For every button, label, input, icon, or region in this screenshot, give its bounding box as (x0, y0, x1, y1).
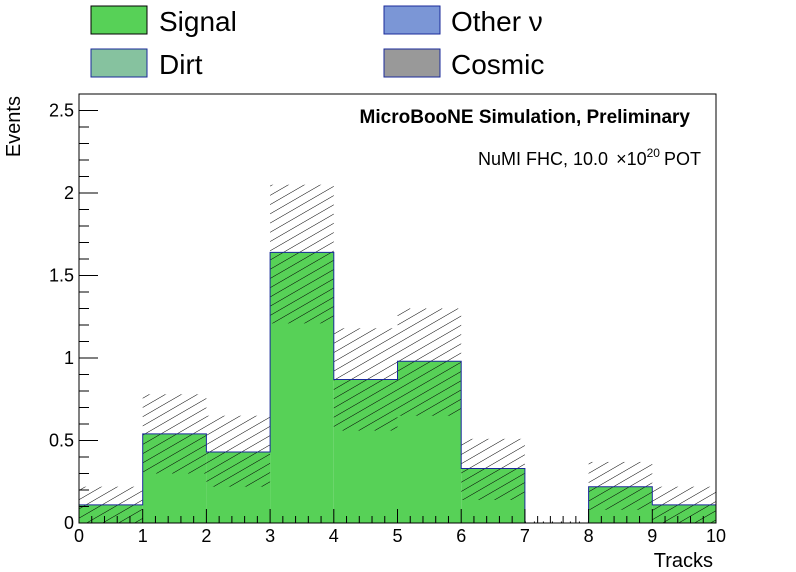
x-tick-label-9: 9 (647, 526, 657, 546)
uncertainty-band-bin-6 (461, 438, 525, 500)
x-tick-label-4: 4 (329, 526, 339, 546)
y-axis-title: Events (3, 96, 25, 157)
legend-label-cosmic: Cosmic (451, 49, 544, 80)
x-tick-labels: 0 1 2 3 4 5 6 7 8 9 10 (74, 526, 726, 546)
simulation-label: MicroBooNE Simulation, Preliminary (360, 107, 691, 128)
y-tick-label-5: 2.5 (49, 101, 74, 121)
x-tick-label-5: 5 (392, 526, 402, 546)
legend-label-dirt: Dirt (159, 49, 203, 80)
y-tick-label-1: 0.5 (49, 431, 74, 451)
exposure-exponent: 20 (647, 146, 661, 160)
exposure-label: NuMI FHC, 10.0 ×1020 POT (478, 146, 701, 169)
x-tick-label-6: 6 (456, 526, 466, 546)
signal-outline (78, 251, 717, 524)
legend-swatch-other-nu (383, 5, 441, 35)
uncertainty-band-bin-8 (588, 461, 653, 510)
legend-swatch-cosmic (383, 48, 441, 78)
x-tick-label-3: 3 (265, 526, 275, 546)
x-tick-label-1: 1 (138, 526, 148, 546)
x-tick-label-8: 8 (584, 526, 594, 546)
uncertainty-band-bin-2 (206, 415, 271, 487)
axis-ticks (78, 93, 717, 524)
exposure-prefix: NuMI FHC, 10.0 (478, 149, 608, 169)
legend: Signal Other ν Dirt Cosmic (90, 5, 544, 80)
x-tick-label-7: 7 (520, 526, 530, 546)
legend-swatch-dirt (90, 48, 148, 78)
y-tick-labels: 0 0.5 1 1.5 2 2.5 (49, 101, 74, 534)
exposure-suffix: POT (664, 149, 701, 169)
x-tick-label-2: 2 (201, 526, 211, 546)
legend-label-other-nu: Other ν (451, 6, 543, 37)
y-tick-label-3: 1.5 (49, 266, 74, 286)
y-tick-label-2: 1 (64, 348, 74, 368)
y-tick-label-0: 0 (64, 513, 74, 533)
uncertainty-band-bin-3 (270, 184, 334, 324)
exposure-times: ×10 (616, 149, 647, 169)
x-tick-label-10: 10 (706, 526, 726, 546)
legend-label-signal: Signal (159, 6, 237, 37)
y-tick-label-4: 2 (64, 183, 74, 203)
x-axis-title: Tracks (654, 550, 713, 572)
x-tick-label-0: 0 (74, 526, 84, 546)
legend-swatch-signal (90, 5, 148, 35)
uncertainty-band-bin-5 (397, 308, 462, 416)
